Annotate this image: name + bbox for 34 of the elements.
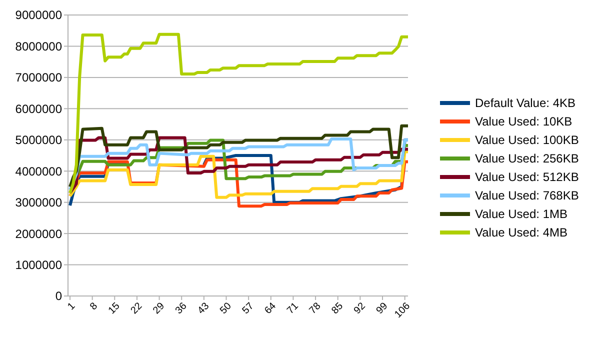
x-tick-label: 43 (196, 300, 212, 316)
legend-label: Value Used: 256KB (475, 152, 579, 166)
legend-label: Value Used: 1MB (475, 207, 568, 222)
y-tick-label: 3000000 (15, 196, 62, 210)
y-tick-label: 2000000 (15, 226, 62, 241)
x-tick-label: 64 (262, 300, 279, 316)
x-tick-label: 1 (66, 300, 78, 313)
x-tick-label: 15 (106, 300, 123, 316)
x-tick-label: 85 (330, 300, 346, 316)
y-tick-label: 1000000 (15, 258, 62, 272)
y-tick-label: 0 (55, 289, 62, 304)
x-tick-label: 78 (307, 300, 324, 316)
x-tick-label: 71 (285, 300, 302, 316)
x-tick-label: 8 (88, 300, 100, 313)
x-tick-label: 22 (128, 300, 145, 316)
x-tick-label: 29 (151, 300, 168, 316)
x-tick-label: 92 (352, 300, 368, 316)
x-tick-label: 36 (174, 300, 190, 316)
y-tick-label: 7000000 (15, 70, 62, 85)
legend-label: Value Used: 768KB (475, 188, 579, 203)
x-tick-label: 50 (218, 300, 234, 316)
y-tick-label: 6000000 (15, 102, 62, 116)
y-tick-label: 5000000 (15, 133, 62, 148)
legend-label: Value Used: 100KB (475, 133, 579, 148)
legend-label: Value Used: 10KB (475, 114, 572, 129)
y-tick-label: 9000000 (15, 8, 62, 22)
y-tick-label: 4000000 (15, 164, 62, 178)
x-tick-label: 57 (240, 300, 256, 316)
y-tick-label: 8000000 (15, 39, 62, 54)
x-tick-label: 106 (392, 300, 413, 320)
legend-label: Default Value: 4KB (475, 96, 576, 110)
legend-label: Value Used: 512KB (475, 170, 579, 184)
x-tick-label: 99 (374, 300, 390, 316)
legend-label: Value Used: 4MB (475, 226, 568, 240)
